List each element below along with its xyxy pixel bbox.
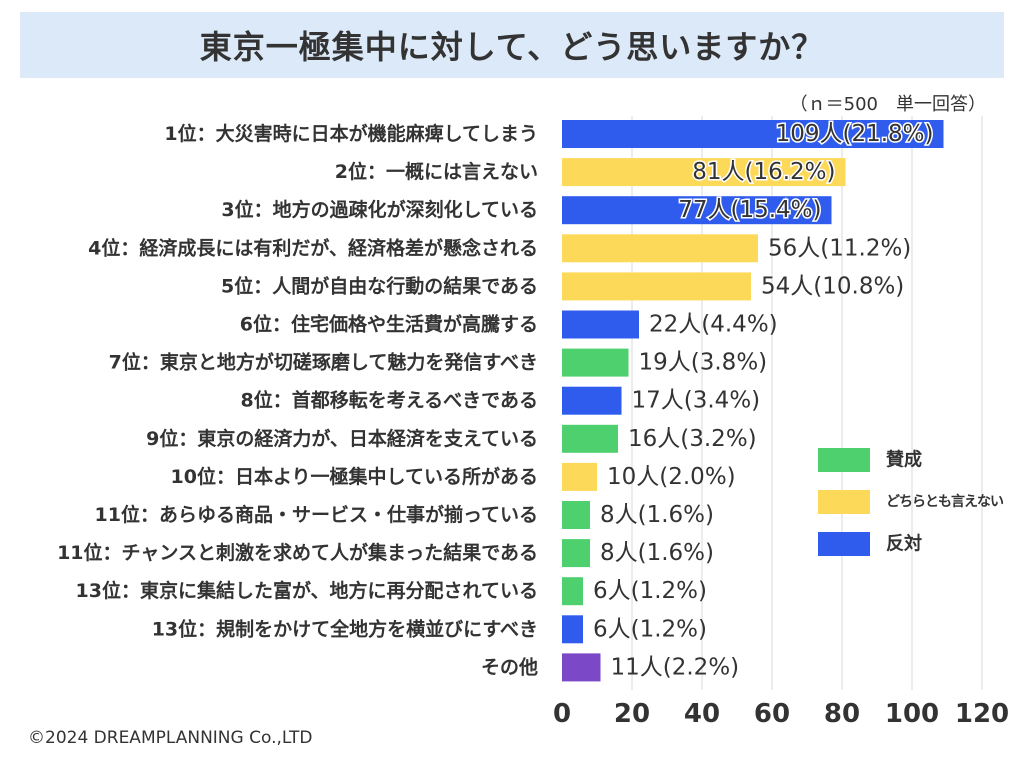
legend-swatch-neutral <box>818 490 870 514</box>
chart-title: 東京一極集中に対して、どう思いますか？ <box>199 28 825 66</box>
x-tick-label: 60 <box>754 699 790 729</box>
bar <box>562 501 590 529</box>
bar <box>562 348 629 377</box>
bar <box>562 196 832 225</box>
bar <box>562 424 618 453</box>
category-label: 4位：経済成長には有利だが、経済格差が懸念される <box>88 236 538 259</box>
category-label: その他 <box>481 655 538 678</box>
bar <box>562 158 846 187</box>
value-label: 8人(1.6%) <box>600 540 714 566</box>
legend-swatch-favor <box>818 448 870 472</box>
bar <box>562 615 583 644</box>
x-tick-label: 80 <box>824 699 860 729</box>
value-label: 6人(1.2%) <box>593 578 707 604</box>
value-label: 17人(3.4%) <box>632 388 761 414</box>
bar <box>562 272 751 301</box>
value-label: 54人(10.8%) <box>761 273 904 299</box>
category-label: 8位：首都移転を考えるべきである <box>241 389 538 412</box>
value-label: 10人(2.0%) <box>607 464 736 490</box>
bar <box>562 234 758 263</box>
category-label: 11位：あらゆる商品・サービス・仕事が揃っている <box>95 503 539 526</box>
value-label: 77人(15.4%) <box>678 197 821 223</box>
value-label: 8人(1.6%) <box>600 502 714 528</box>
category-label: 5位：人間が自由な行動の結果である <box>221 274 538 297</box>
category-label: 13位：規制をかけて全地方を横並びにすべき <box>152 617 538 640</box>
legend-label-against: 反対 <box>886 533 922 555</box>
category-label: 1位：大災害時に日本が機能麻痺してしまう <box>164 122 538 145</box>
sample-note: （ｎ＝500 単一回答） <box>789 94 986 115</box>
value-label: 56人(11.2%) <box>768 235 911 261</box>
legend-label-favor: 賛成 <box>886 449 922 471</box>
x-tick-label: 100 <box>885 699 939 729</box>
bar <box>562 577 583 606</box>
value-label: 81人(16.2%) <box>692 159 835 185</box>
value-label: 11人(2.2%) <box>611 654 740 680</box>
x-tick-label: 120 <box>955 699 1009 729</box>
value-label: 109人(21.8%) <box>776 121 934 147</box>
bar <box>562 120 944 148</box>
category-label: 6位：住宅価格や生活費が高騰する <box>240 313 538 336</box>
value-label: 22人(4.4%) <box>649 312 778 338</box>
copyright: ©2024 DREAMPLANNING Co.,LTD <box>28 728 313 748</box>
x-tick-label: 40 <box>684 699 720 729</box>
category-label: 11位：チャンスと刺激を求めて人が集まった結果である <box>57 541 538 564</box>
legend-swatch-against <box>818 532 870 556</box>
value-label: 19人(3.8%) <box>639 350 768 376</box>
category-label: 13位：東京に集結した富が、地方に再分配されている <box>76 579 539 602</box>
value-label: 16人(3.2%) <box>628 426 757 452</box>
bar <box>562 386 622 415</box>
legend-label-neutral: どちらとも言えない <box>886 493 1004 510</box>
category-label: 2位：一概には言えない <box>335 160 538 183</box>
category-label: 7位：東京と地方が切磋琢磨して魅力を発信すべき <box>109 351 538 374</box>
bar <box>562 462 597 491</box>
bar <box>562 539 590 568</box>
title-bar: 東京一極集中に対して、どう思いますか？ <box>20 12 1004 78</box>
x-tick-label: 20 <box>614 699 650 729</box>
bar <box>562 653 601 682</box>
category-label: 3位：地方の過疎化が深刻化している <box>221 198 538 221</box>
x-tick-label: 0 <box>553 699 571 729</box>
bar <box>562 310 639 339</box>
value-label: 6人(1.2%) <box>593 616 707 642</box>
category-label: 9位：東京の経済力が、日本経済を支えている <box>146 427 538 450</box>
category-label: 10位：日本より一極集中している所がある <box>171 465 539 488</box>
